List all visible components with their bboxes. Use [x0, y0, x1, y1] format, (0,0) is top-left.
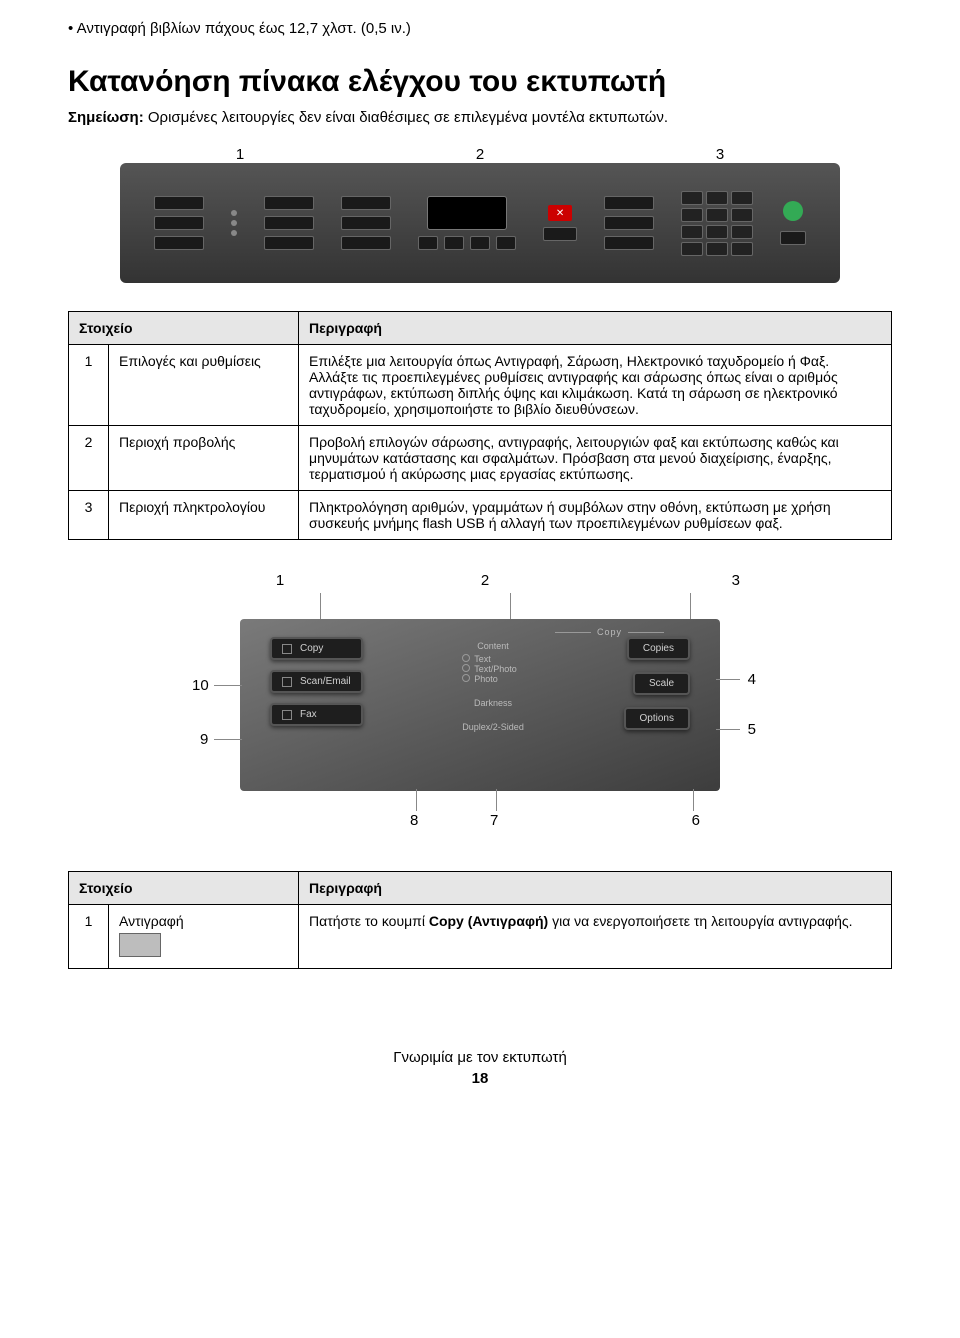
- footer-chapter: Γνωριμία με τον εκτυπωτή: [68, 1049, 892, 1066]
- table-panel-areas: Στοιχείο Περιγραφή 1 Επιλογές και ρυθμίσ…: [68, 311, 892, 540]
- control-panel-illustration: ✕: [120, 163, 840, 283]
- cell-label: Αντιγραφή: [109, 905, 299, 969]
- panel-closeup-figure: 1 2 3 Copy Copy Scan/Email Fax Content T…: [68, 572, 892, 831]
- control-panel-closeup: Copy Copy Scan/Email Fax Content Text Te…: [240, 619, 720, 791]
- callout-6: 6: [692, 812, 700, 829]
- page-footer: Γνωριμία με τον εκτυπωτή 18: [68, 1049, 892, 1087]
- note-line: Σημείωση: Ορισμένες λειτουργίες δεν είνα…: [68, 109, 892, 126]
- options-button[interactable]: Options: [624, 707, 690, 730]
- cell-num: 1: [69, 345, 109, 426]
- note-label: Σημείωση:: [68, 109, 144, 126]
- darkness-label: Darkness: [462, 698, 524, 708]
- callout-8: 8: [410, 812, 418, 829]
- callout-2: 2: [360, 146, 600, 163]
- table-row: 2 Περιοχή προβολής Προβολή επιλογών σάρω…: [69, 426, 892, 491]
- callout-4: 4: [748, 671, 756, 688]
- th-item: Στοιχείο: [69, 312, 299, 345]
- callout-9: 9: [200, 731, 208, 748]
- cell-num: 1: [69, 905, 109, 969]
- cell-desc: Προβολή επιλογών σάρωσης, αντιγραφής, λε…: [299, 426, 892, 491]
- callout-1: 1: [200, 572, 360, 589]
- th-desc: Περιγραφή: [299, 312, 892, 345]
- table-row: 3 Περιοχή πληκτρολογίου Πληκτρολόγηση αρ…: [69, 491, 892, 540]
- scale-button[interactable]: Scale: [633, 672, 690, 695]
- callout-3: 3: [600, 146, 840, 163]
- note-text: Ορισμένες λειτουργίες δεν είναι διαθέσιμ…: [144, 109, 668, 126]
- th-item: Στοιχείο: [69, 872, 299, 905]
- cell-desc: Πληκτρολόγηση αριθμών, γραμμάτων ή συμβό…: [299, 491, 892, 540]
- table-row: 1 Αντιγραφή Πατήστε το κουμπί Copy (Αντι…: [69, 905, 892, 969]
- cell-label: Περιοχή προβολής: [109, 426, 299, 491]
- fax-button[interactable]: Fax: [270, 703, 363, 726]
- cell-desc: Πατήστε το κουμπί Copy (Αντιγραφή) για ν…: [299, 905, 892, 969]
- copy-header-label: Copy: [549, 627, 670, 637]
- footer-page-number: 18: [68, 1070, 892, 1087]
- callout-10: 10: [192, 677, 209, 694]
- table-row: 1 Επιλογές και ρυθμίσεις Επιλέξτε μια λε…: [69, 345, 892, 426]
- button-icon-placeholder: [119, 933, 161, 957]
- cell-label: Περιοχή πληκτρολογίου: [109, 491, 299, 540]
- page-heading: Κατανόηση πίνακα ελέγχου του εκτυπωτή: [68, 65, 892, 99]
- cell-desc: Επιλέξτε μια λειτουργία όπως Αντιγραφή, …: [299, 345, 892, 426]
- th-desc: Περιγραφή: [299, 872, 892, 905]
- cell-num: 3: [69, 491, 109, 540]
- callout-1: 1: [120, 146, 360, 163]
- copies-button[interactable]: Copies: [627, 637, 690, 660]
- callout-2: 2: [360, 572, 610, 589]
- cell-label: Επιλογές και ρυθμίσεις: [109, 345, 299, 426]
- content-label: Content Text Text/Photo Photo: [462, 641, 524, 684]
- cell-num: 2: [69, 426, 109, 491]
- callout-7: 7: [490, 812, 498, 829]
- scan-email-button[interactable]: Scan/Email: [270, 670, 363, 693]
- table-copy-button: Στοιχείο Περιγραφή 1 Αντιγραφή Πατήστε τ…: [68, 871, 892, 969]
- callout-3: 3: [610, 572, 760, 589]
- bullet-copy-books: Αντιγραφή βιβλίων πάχους έως 12,7 χλστ. …: [68, 20, 892, 37]
- duplex-label: Duplex/2-Sided: [462, 722, 524, 732]
- panel-overview-figure: 1 2 3 ✕: [68, 146, 892, 283]
- copy-button[interactable]: Copy: [270, 637, 363, 660]
- callout-5: 5: [748, 721, 756, 738]
